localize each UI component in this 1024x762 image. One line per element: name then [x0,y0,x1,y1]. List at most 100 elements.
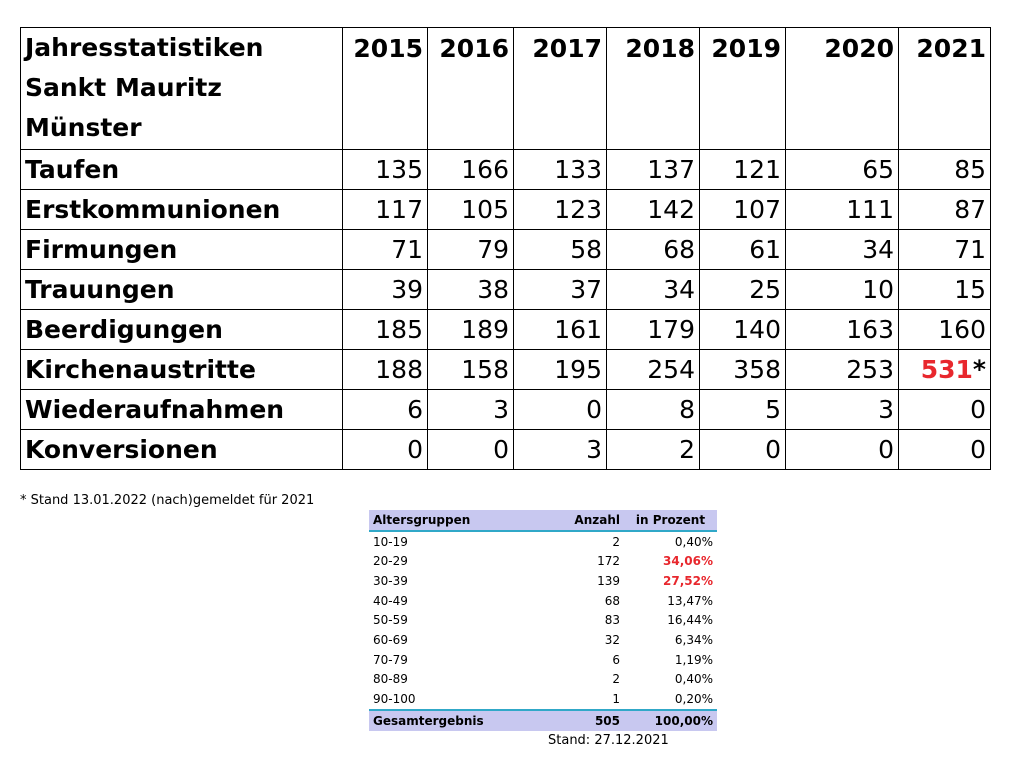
age-percent: 16,44% [667,613,713,628]
row-value: 3 [427,389,514,430]
row-value: 34 [606,269,700,310]
age-group-table: Altersgruppen Anzahl in Prozent 10-19 2 0,… [369,510,717,731]
age-row: 90-100 1 0,20% [369,689,717,710]
age-total-label: Gesamtergebnis [369,708,519,731]
row-value: 166 [427,149,514,190]
footnote: * Stand 13.01.2022 (nach)gemeldet für 20… [20,493,315,508]
row-value: 0 [342,429,428,470]
row-value: 25 [699,269,786,310]
table-row: Kirchenaustritte 188 158 195 254 358 253 531* [20,349,991,390]
age-group: 20-29 [373,554,408,569]
year-header: 2018 [606,27,700,150]
row-label: Konversionen [20,429,343,470]
age-row: 60-69 32 6,34% [369,630,717,650]
footnote-marker: * [972,355,986,384]
age-percent: 0,20% [674,692,713,707]
row-value: 142 [606,189,700,230]
age-header-row: Altersgruppen Anzahl in Prozent [369,510,717,532]
table-row: Trauungen 39 38 37 34 25 10 15 [20,269,991,310]
table-row: Wiederaufnahmen 6 3 0 8 5 3 0 [20,389,991,430]
row-value: 15 [898,269,991,310]
row-value: 71 [898,229,991,270]
row-value: 34 [785,229,899,270]
row-value: 3 [513,429,607,470]
row-value: 140 [699,309,786,350]
age-group: 10-19 [373,534,408,549]
age-group: 90-100 [373,692,416,707]
age-group: 80-89 [373,672,408,687]
row-label: Firmungen [20,229,343,270]
age-count: 1 [612,692,620,707]
age-group: 40-49 [373,593,408,608]
title-line: Sankt Mauritz [25,73,222,102]
row-label: Beerdigungen [20,309,343,350]
age-group: 30-39 [373,573,408,588]
age-percent: 1,19% [674,652,713,667]
age-group: 50-59 [373,613,408,628]
row-label: Trauungen [20,269,343,310]
age-percent: 0,40% [674,534,713,549]
year-header: 2021 [898,27,991,150]
year-header: 2016 [427,27,514,150]
row-value: 158 [427,349,514,390]
age-group: 60-69 [373,632,408,647]
age-percent: 34,06% [663,554,713,569]
row-value: 111 [785,189,899,230]
row-value: 0 [898,389,991,430]
table-row: Erstkommunionen 117 105 123 142 107 111 87 [20,189,991,230]
age-percent: 0,40% [674,672,713,687]
row-value: 2 [606,429,700,470]
age-stand-note: Stand: 27.12.2021 [548,733,669,748]
row-value: 253 [785,349,899,390]
row-label: Taufen [20,149,343,190]
age-row: 70-79 6 1,19% [369,650,717,670]
row-value: 71 [342,229,428,270]
row-value: 358 [699,349,786,390]
row-value: 0 [699,429,786,470]
header-row: Jahresstatistiken Sankt Mauritz Münster … [20,27,991,150]
row-value: 133 [513,149,607,190]
table-row: Firmungen 71 79 58 68 61 34 71 [20,229,991,270]
row-value: 10 [785,269,899,310]
table-row: Konversionen 0 0 3 2 0 0 0 [20,429,991,470]
age-count: 6 [612,652,620,667]
age-row: 40-49 68 13,47% [369,591,717,611]
age-header-count: Anzahl [519,510,624,532]
age-total-row: Gesamtergebnis 505 100,00% [369,708,717,731]
row-value: 58 [513,229,607,270]
age-row: 80-89 2 0,40% [369,670,717,690]
row-value: 107 [699,189,786,230]
row-value: 0 [898,429,991,470]
row-value: 38 [427,269,514,310]
row-value: 185 [342,309,428,350]
row-value: 137 [606,149,700,190]
row-value: 121 [699,149,786,190]
table-row: Beerdigungen 185 189 161 179 140 163 160 [20,309,991,350]
year-header: 2019 [699,27,786,150]
age-row: 50-59 83 16,44% [369,610,717,630]
age-header-group: Altersgruppen [369,510,519,532]
row-value: 163 [785,309,899,350]
year-header: 2020 [785,27,899,150]
row-value: 85 [898,149,991,190]
row-value: 79 [427,229,514,270]
row-value: 188 [342,349,428,390]
row-value: 117 [342,189,428,230]
age-count: 172 [597,554,620,569]
row-value: 189 [427,309,514,350]
row-label: Wiederaufnahmen [20,389,343,430]
year-header: 2015 [342,27,428,150]
age-count: 68 [604,593,620,608]
statistics-table: Jahresstatistiken Sankt Mauritz Münster … [20,27,991,470]
row-value: 179 [606,309,700,350]
age-percent: 6,34% [674,632,713,647]
row-value: 3 [785,389,899,430]
age-group: 70-79 [373,652,408,667]
row-value: 65 [785,149,899,190]
age-count: 83 [604,613,620,628]
age-row: 20-29 172 34,06% [369,551,717,571]
row-value: 254 [606,349,700,390]
age-count: 139 [597,573,620,588]
row-value: 160 [898,309,991,350]
title-line: Münster [25,113,142,142]
